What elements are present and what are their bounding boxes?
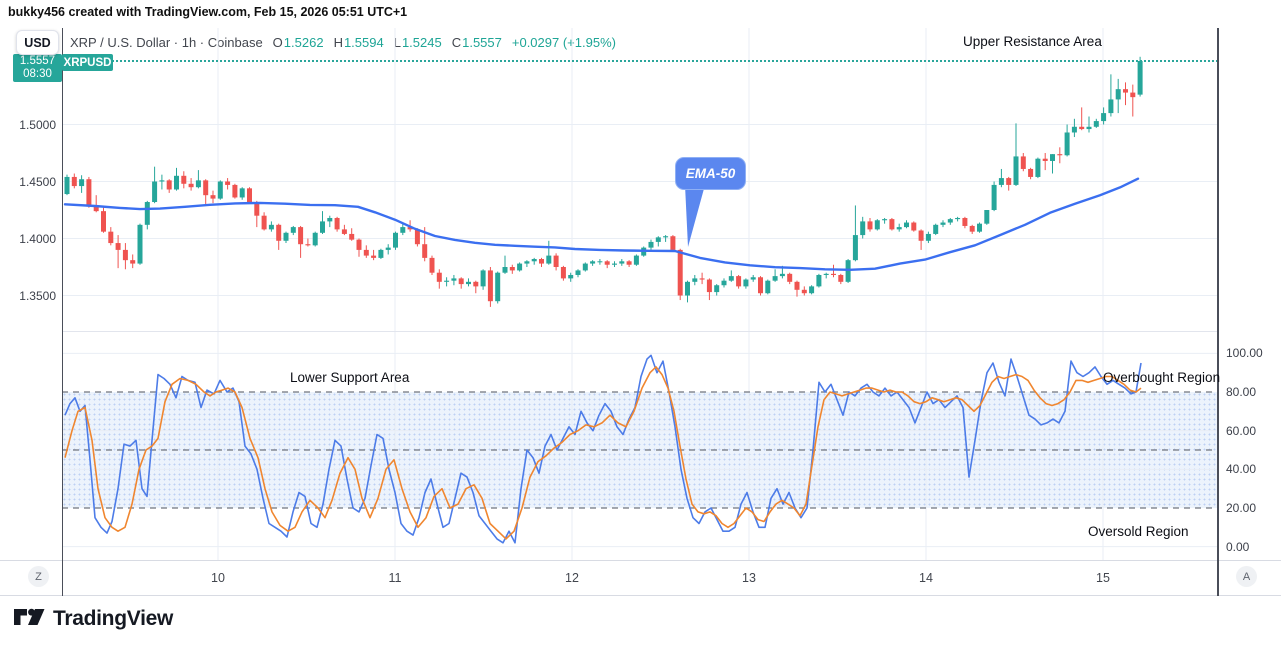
ohlc-close: C 1.5557 — [451, 35, 502, 50]
time-tick-13: 13 — [742, 571, 756, 585]
ohlc-open: O 1.5262 — [272, 35, 324, 50]
time-tick-11: 11 — [388, 571, 402, 585]
ohlc-high: H 1.5594 — [333, 35, 384, 50]
currency-usd-button[interactable]: USD — [16, 30, 59, 55]
price-tick-1.5000: 1.5000 — [19, 117, 56, 132]
autoscale-badge[interactable]: A — [1236, 566, 1257, 587]
price-tick-1.3500: 1.3500 — [19, 288, 56, 303]
ohlc-low: L 1.5245 — [393, 35, 442, 50]
ohlc-change: +0.0297 (+1.95%) — [511, 35, 616, 50]
current-price-tag: 1.5557 08:30 — [13, 54, 62, 82]
ema50-callout-bubble: EMA-50 — [675, 157, 746, 190]
oversold-region-label: Oversold Region — [1088, 524, 1189, 539]
time-axis-bottom-border — [0, 595, 1281, 596]
symbol-header: XRP / U.S. Dollar · 1h · Coinbase O 1.526… — [70, 35, 616, 50]
symbol-badge: XRPUSD — [62, 54, 113, 71]
osc-tick-60.00: 60.00 — [1226, 423, 1257, 438]
current-price-dotted-line — [112, 60, 1218, 62]
tradingview-logo-text: TradingView — [53, 607, 174, 630]
osc-tick-20.00: 20.00 — [1226, 501, 1257, 515]
osc-tick-40.00: 40.00 — [1226, 462, 1257, 477]
right-osc-axis-line[interactable] — [1217, 28, 1219, 596]
time-tick-15: 15 — [1096, 571, 1110, 585]
symbol-title[interactable]: XRP / U.S. Dollar · 1h · Coinbase — [70, 35, 263, 50]
time-tick-10: 10 — [211, 571, 225, 585]
current-price-tag-price: 1.5557 — [19, 55, 56, 67]
chart-plot-area[interactable] — [62, 28, 1218, 560]
time-tick-14: 14 — [919, 571, 933, 585]
price-tick-1.4500: 1.4500 — [19, 174, 56, 189]
panel-separator[interactable] — [62, 331, 1218, 332]
lower-support-label: Lower Support Area — [290, 370, 410, 385]
current-price-tag-time: 08:30 — [23, 68, 52, 80]
tradingview-logo: TradingView — [14, 607, 173, 631]
left-price-axis-line[interactable] — [61, 28, 63, 596]
time-tick-12: 12 — [565, 571, 579, 585]
time-axis-top-border — [0, 560, 1281, 561]
price-tick-1.4000: 1.4000 — [19, 231, 56, 246]
tradingview-logo-icon — [14, 608, 45, 625]
osc-tick-80.00: 80.00 — [1226, 385, 1257, 399]
upper-resistance-label: Upper Resistance Area — [963, 34, 1102, 49]
osc-tick-0.00: 0.00 — [1226, 539, 1250, 554]
timezone-badge[interactable]: Z — [28, 566, 49, 587]
overbought-region-label: Overbought Region — [1103, 370, 1221, 385]
attribution-text: bukky456 created with TradingView.com, F… — [8, 5, 408, 19]
osc-tick-100.00: 100.00 — [1226, 346, 1263, 361]
